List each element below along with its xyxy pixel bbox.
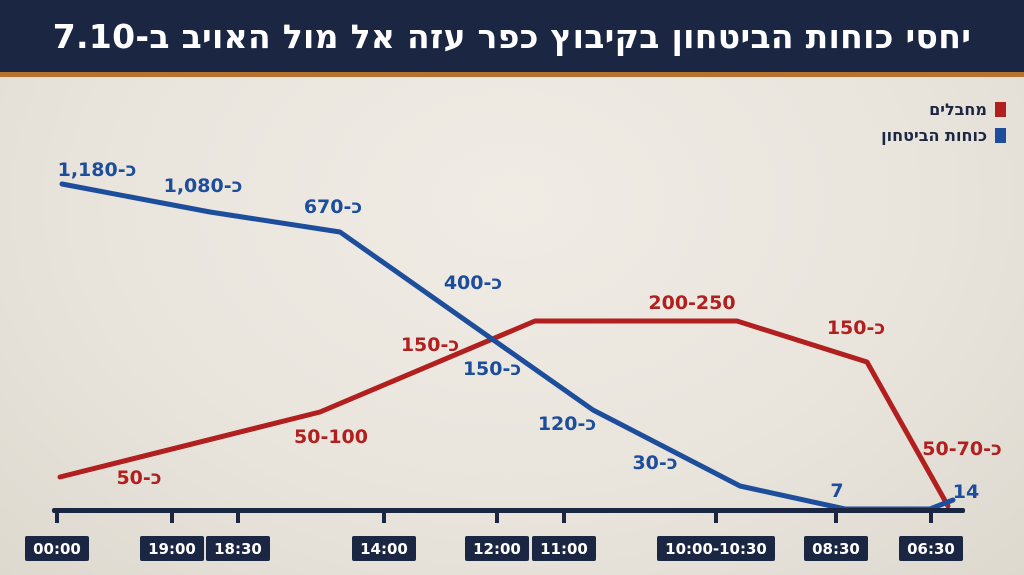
legend-label-terrorists: מחבלים xyxy=(929,100,987,119)
legend: מחבלים כוחות הביטחון xyxy=(881,100,1006,145)
time-label: 06:30 xyxy=(899,536,963,561)
time-label: 19:00 xyxy=(140,536,204,561)
axis-tick xyxy=(170,508,174,523)
legend-item-terrorists: מחבלים xyxy=(881,100,1006,119)
axis-tick xyxy=(55,508,59,523)
axis-tick xyxy=(382,508,386,523)
terrorists-swatch-icon xyxy=(995,102,1006,117)
time-label: 10:00-10:30 xyxy=(657,536,775,561)
legend-label-security-forces: כוחות הביטחון xyxy=(881,126,987,145)
axis-tick xyxy=(495,508,499,523)
legend-item-security-forces: כוחות הביטחון xyxy=(881,126,1006,145)
accent-divider xyxy=(0,72,1024,77)
time-label: 12:00 xyxy=(465,536,529,561)
axis-tick xyxy=(714,508,718,523)
chart-title: יחסי כוחות הביטחון בקיבוץ כפר עזה אל מול… xyxy=(52,16,972,56)
time-label: 11:00 xyxy=(532,536,596,561)
axis-tick xyxy=(236,508,240,523)
axis-tick xyxy=(929,508,933,523)
axis-tick xyxy=(834,508,838,523)
time-label: 14:00 xyxy=(352,536,416,561)
security-forces-swatch-icon xyxy=(995,128,1006,143)
axis-tick xyxy=(562,508,566,523)
title-banner: יחסי כוחות הביטחון בקיבוץ כפר עזה אל מול… xyxy=(0,0,1024,72)
time-label: 08:30 xyxy=(804,536,868,561)
time-label: 18:30 xyxy=(206,536,270,561)
x-axis xyxy=(52,508,965,513)
time-label: 00:00 xyxy=(25,536,89,561)
terrorists-line xyxy=(57,318,951,509)
